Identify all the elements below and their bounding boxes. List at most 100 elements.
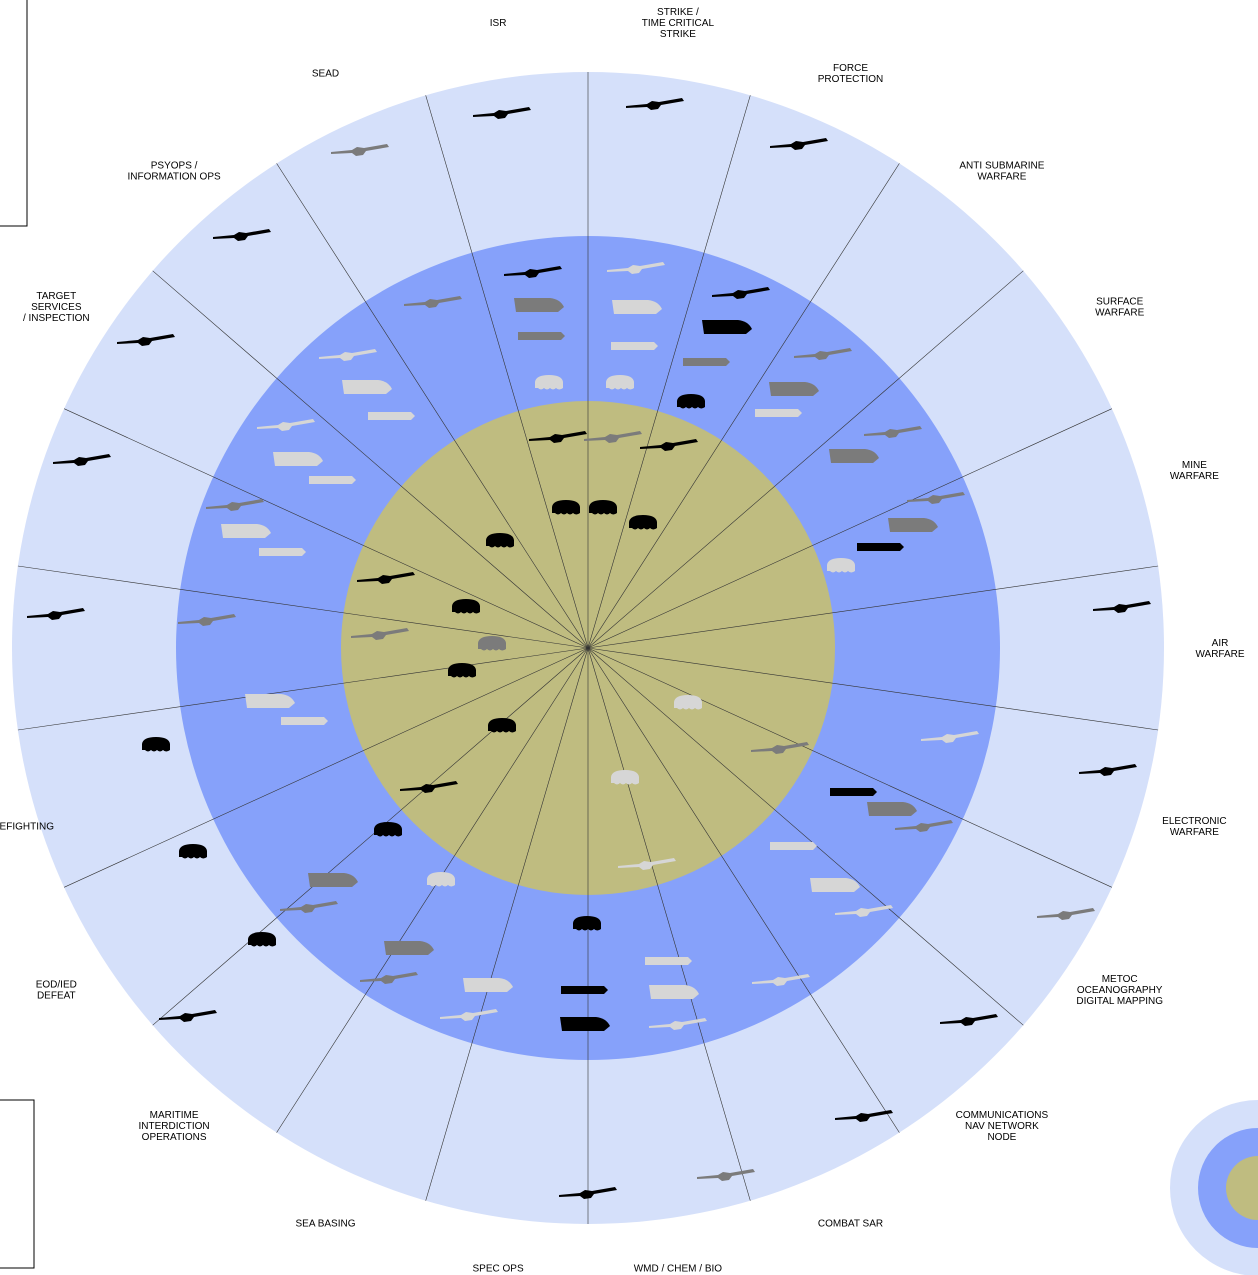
- ship-icon: [273, 452, 323, 466]
- labels-group: STRIKE / TIME CRITICAL STRIKE FORCE PROTECTI…: [0, 7, 1245, 1275]
- tank-icon: [478, 636, 506, 651]
- aircraft-icon: [400, 781, 458, 793]
- sub-icon: [830, 788, 877, 796]
- segment-divider-3: [587, 270, 1024, 649]
- segment-divider-20: [276, 163, 589, 649]
- segment-label-9: COMBAT SAR: [818, 1218, 883, 1229]
- segment-label-6: ELECTRONIC WARFARE: [1162, 816, 1226, 838]
- ship-icon: [245, 694, 295, 708]
- segment-divider-4: [587, 408, 1113, 649]
- segment-label-line: / INSPECTION: [23, 313, 90, 324]
- segment-divider-19: [152, 270, 589, 649]
- segment-divider-13: [276, 647, 589, 1133]
- segment-label-line: SEA BASING: [295, 1218, 355, 1229]
- ship-icon: [702, 320, 752, 334]
- tank-icon: [552, 500, 580, 515]
- aircraft-icon: [257, 419, 315, 431]
- segment-label-line: SPEC OPS: [473, 1264, 524, 1275]
- sub-icon: [770, 842, 817, 850]
- segment-label-12: SEA BASING: [295, 1218, 355, 1229]
- tank-icon: [674, 695, 702, 710]
- ship-icon: [810, 878, 860, 892]
- aircraft-icon: [360, 972, 418, 984]
- segment-divider-18: [63, 408, 589, 649]
- ship-icon: [308, 873, 358, 887]
- aircraft-icon: [319, 349, 377, 361]
- aircraft-icon: [921, 731, 979, 743]
- segment-label-line: SEAD: [312, 69, 339, 80]
- segment-divider-2: [587, 163, 900, 649]
- aircraft-icon: [697, 1169, 755, 1181]
- segment-label-2: ANTI SUBMARINE WARFARE: [959, 160, 1044, 182]
- aircraft-icon: [357, 572, 415, 584]
- segment-label-line: WARFARE: [1195, 649, 1244, 660]
- aircraft-icon: [1093, 601, 1151, 613]
- aircraft-icon: [53, 454, 111, 466]
- segment-label-18: TARGET SERVICES / INSPECTION: [23, 291, 90, 324]
- segment-label-line: WARFARE: [977, 171, 1026, 182]
- ship-icon: [560, 1017, 610, 1031]
- segment-label-line: ANTI SUBMARINE: [959, 160, 1044, 171]
- sub-icon: [561, 986, 608, 994]
- segment-label-line: PSYOPS /: [151, 160, 198, 171]
- aircraft-icon: [835, 1110, 893, 1122]
- tank-icon: [142, 737, 170, 752]
- tank-icon: [606, 375, 634, 390]
- aircraft-icon: [206, 499, 264, 511]
- segment-label-line: OCEANOGRAPHY: [1077, 985, 1163, 996]
- segment-divider-10: [587, 647, 751, 1201]
- segment-divider-7: [587, 647, 1113, 888]
- tank-icon: [452, 599, 480, 614]
- aircraft-icon: [835, 905, 893, 917]
- segment-label-line: AIR: [1212, 638, 1229, 649]
- segment-label-line: EFIGHTING: [0, 822, 54, 833]
- segment-label-13: MARITIME INTERDICTION OPERATIONS: [139, 1110, 210, 1143]
- segment-divider-1: [587, 95, 751, 649]
- aircraft-icon: [640, 439, 698, 451]
- ship-icon: [649, 985, 699, 999]
- aircraft-icon: [751, 742, 809, 754]
- bottom-left-frame: [0, 1099, 35, 1269]
- segment-label-line: MARITIME: [150, 1110, 199, 1121]
- sub-icon: [645, 957, 692, 965]
- aircraft-icon: [712, 287, 770, 299]
- segment-label-15: EFIGHTING: [0, 822, 54, 833]
- segment-label-line: ELECTRONIC: [1162, 816, 1226, 827]
- segment-label-7: METOC OCEANOGRAPHY DIGITAL MAPPING: [1076, 974, 1163, 1007]
- aircraft-icon: [752, 974, 810, 986]
- segment-divider-15: [63, 647, 589, 888]
- top-left-frame: [0, 0, 28, 227]
- segment-label-line: WARFARE: [1170, 471, 1219, 482]
- segment-label-line: SERVICES: [31, 302, 82, 313]
- segment-label-line: STRIKE /: [657, 7, 699, 18]
- aircraft-icon: [559, 1187, 617, 1199]
- segment-label-4: MINE WARFARE: [1170, 460, 1219, 482]
- aircraft-icon: [213, 229, 271, 241]
- segment-label-line: STRIKE: [660, 29, 696, 40]
- sub-icon: [683, 358, 730, 366]
- aircraft-icon: [404, 296, 462, 308]
- segment-label-line: WMD / CHEM / BIO: [634, 1264, 723, 1275]
- segment-label-10: WMD / CHEM / BIORECONAISSANCE: [634, 1264, 723, 1275]
- tank-icon: [427, 872, 455, 887]
- ship-icon: [769, 382, 819, 396]
- tank-icon: [248, 932, 276, 947]
- segment-label-8: COMMUNICATIONS NAV NETWORK NODE: [956, 1110, 1049, 1143]
- segment-label-line: FORCE: [833, 63, 868, 74]
- tank-icon: [629, 515, 657, 530]
- aircraft-icon: [280, 901, 338, 913]
- ship-icon: [829, 449, 879, 463]
- segment-label-line: COMMUNICATIONS: [956, 1110, 1049, 1121]
- segment-label-line: WARFARE: [1095, 307, 1144, 318]
- segment-label-21: ISR: [490, 18, 507, 29]
- aircraft-icon: [504, 266, 562, 278]
- segment-divider-14: [152, 647, 589, 1026]
- aircraft-icon: [178, 614, 236, 626]
- segment-label-11: SPEC OPSSUPPORT: [473, 1264, 524, 1275]
- tank-icon: [486, 533, 514, 548]
- tank-icon: [611, 770, 639, 785]
- segment-label-line: DEFEAT: [37, 991, 76, 1002]
- segment-label-19: PSYOPS / INFORMATION OPS: [128, 160, 221, 182]
- sub-icon: [755, 409, 802, 417]
